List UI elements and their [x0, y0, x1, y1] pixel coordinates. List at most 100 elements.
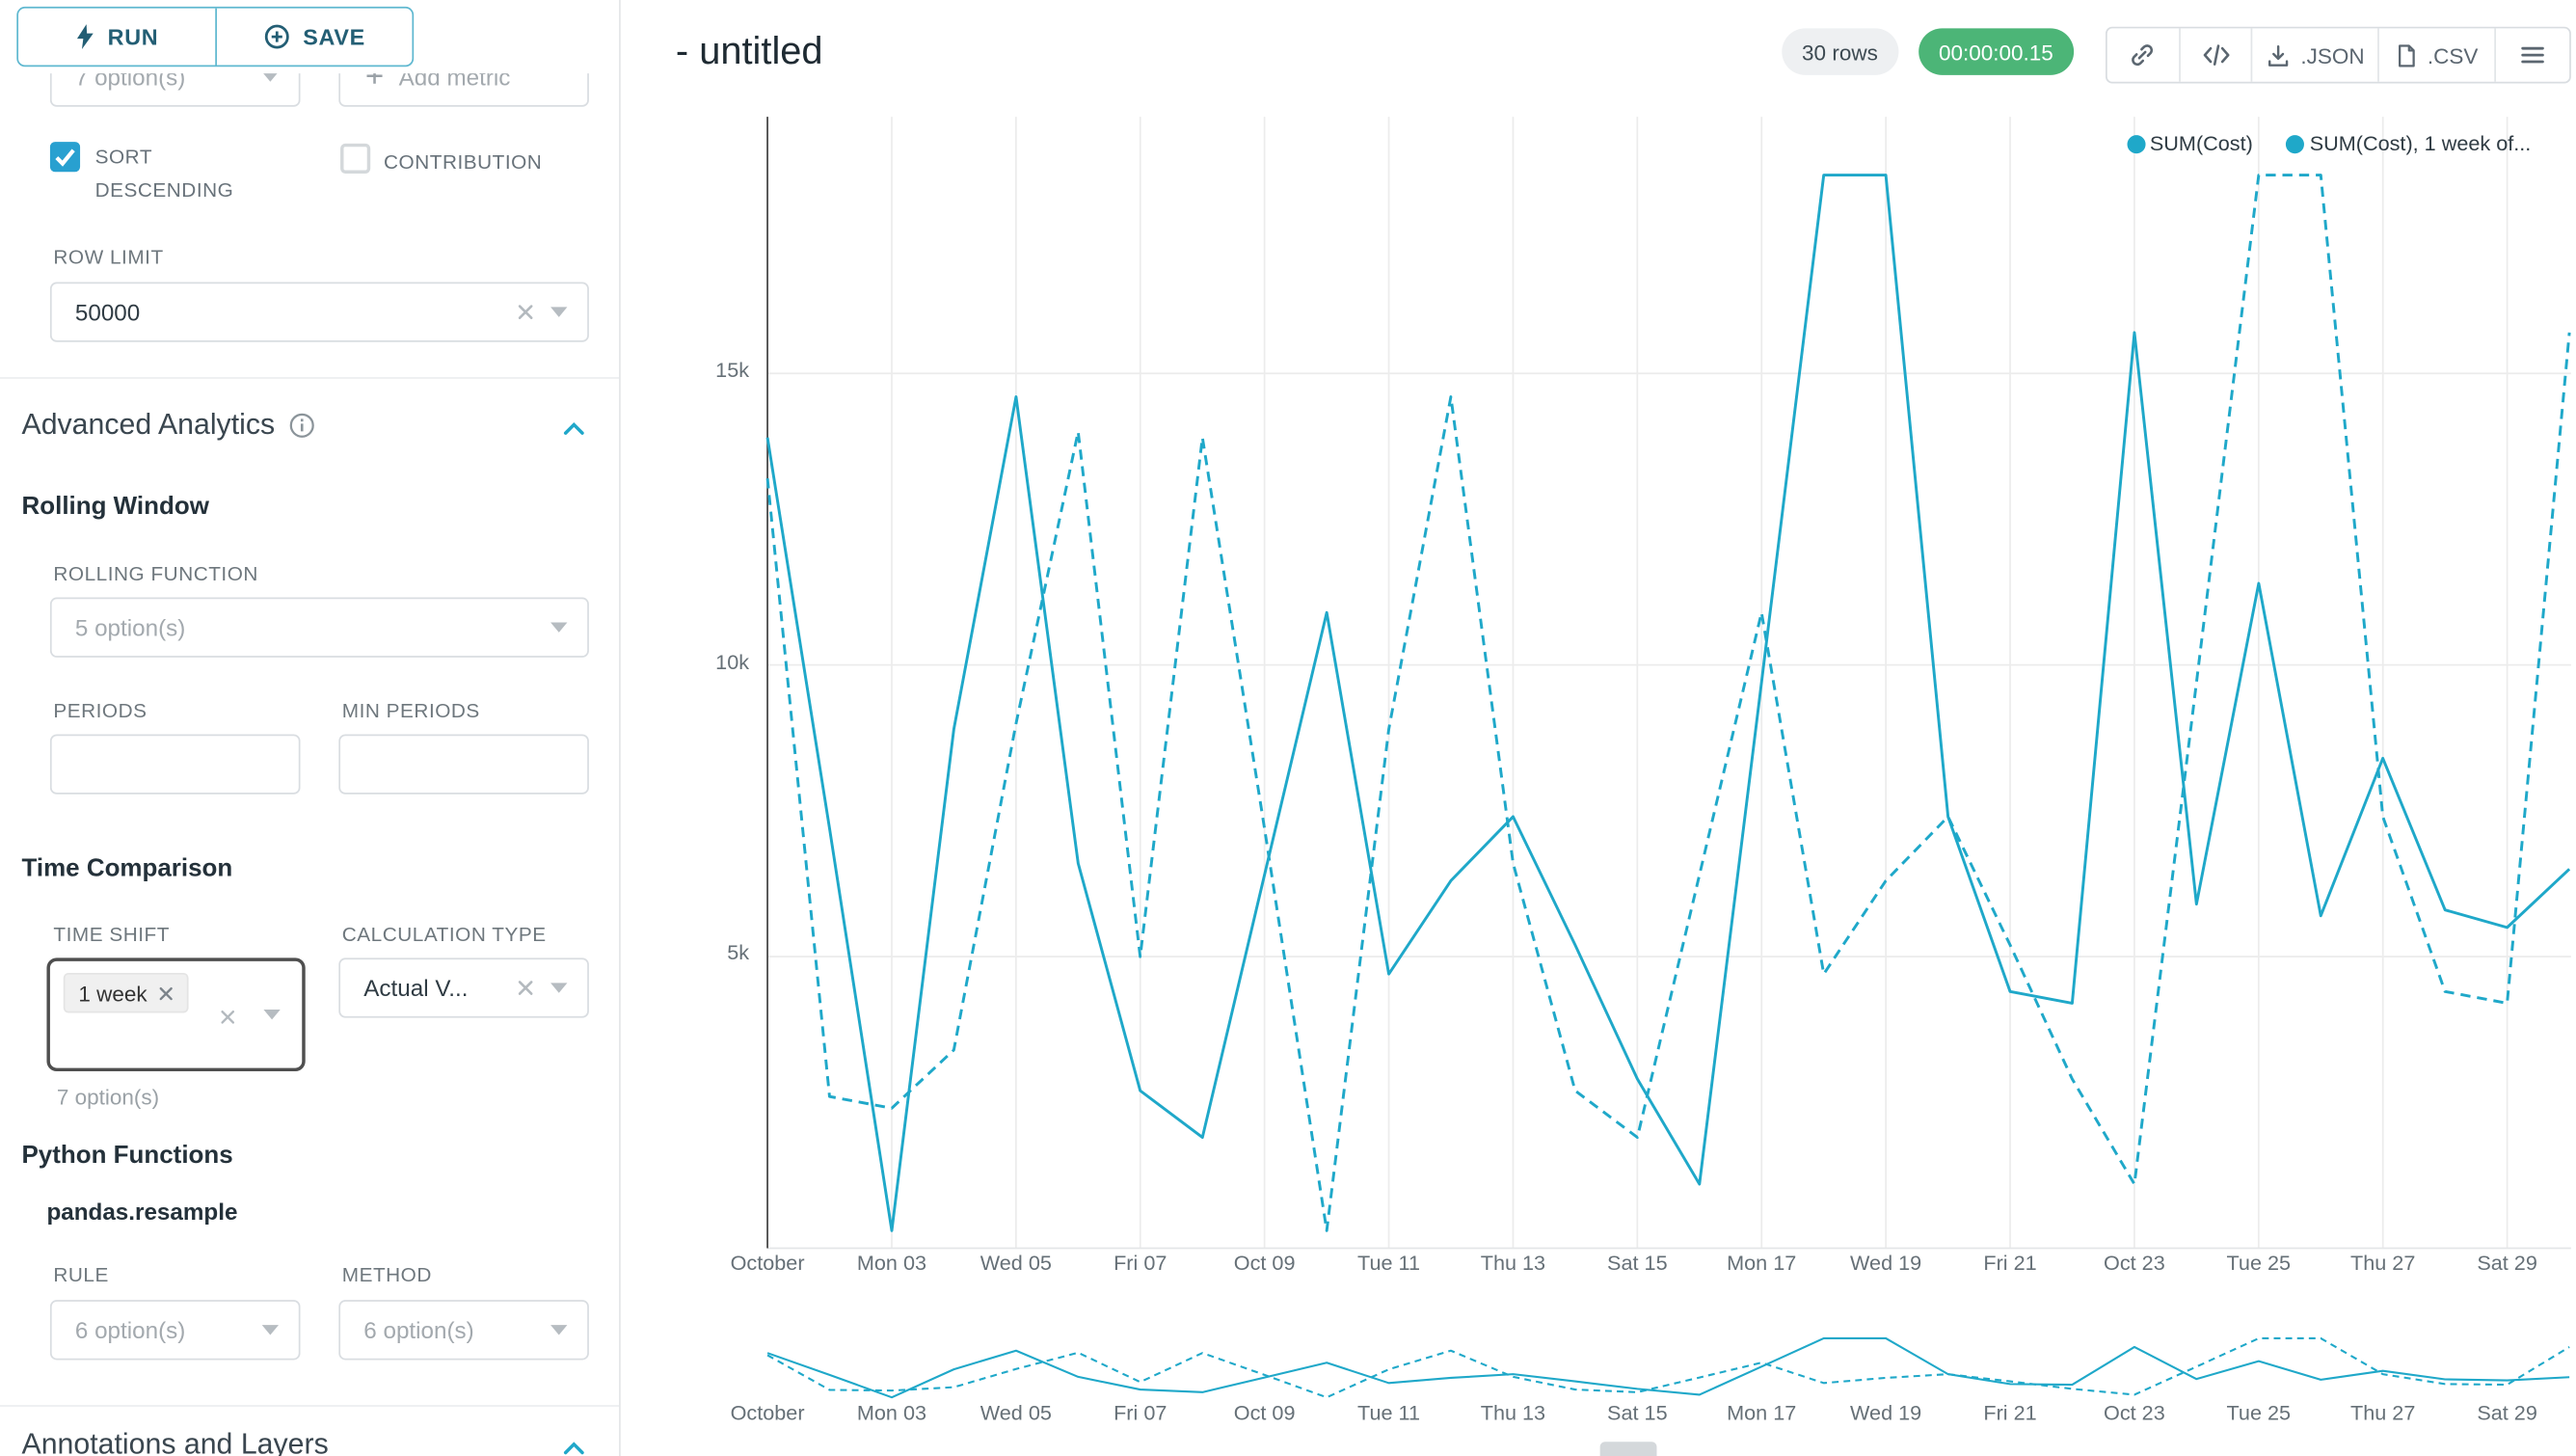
- rolling-function-label: ROLLING FUNCTION: [53, 562, 258, 586]
- run-button[interactable]: RUN: [18, 8, 217, 66]
- section-divider: [0, 377, 620, 379]
- action-bar: RUN SAVE: [0, 0, 620, 74]
- time-comparison-title: Time Comparison: [21, 854, 233, 883]
- x-tick-label: Tue 11: [1357, 1251, 1421, 1276]
- x-tick-label: Sat 15: [1607, 1251, 1668, 1276]
- x-tick-label: Thu 13: [1480, 1401, 1546, 1425]
- x-tick-label: Wed 05: [979, 1401, 1052, 1425]
- export-csv-button[interactable]: .CSV: [2379, 28, 2497, 82]
- panel-divider[interactable]: [619, 0, 621, 1456]
- clear-icon[interactable]: [514, 301, 537, 324]
- x-tick-label: October: [730, 1251, 805, 1276]
- run-label: RUN: [107, 24, 159, 50]
- plus-circle-icon: [264, 24, 288, 49]
- chart-panel: - untitled 30 rows 00:00:00.15 .JSON .CS…: [619, 0, 2576, 1456]
- save-label: SAVE: [303, 24, 365, 50]
- x-tick-label: Wed 05: [979, 1251, 1052, 1276]
- x-tick-label: Thu 27: [2350, 1251, 2416, 1276]
- page-title[interactable]: - untitled: [675, 28, 823, 72]
- collapse-chevron-icon[interactable]: [560, 1437, 587, 1456]
- x-tick-label: Tue 25: [2226, 1251, 2292, 1276]
- info-icon[interactable]: [288, 412, 315, 439]
- annotations-title: Annotations and Layers: [21, 1426, 329, 1456]
- menu-button[interactable]: [2497, 28, 2570, 81]
- download-icon: [2267, 44, 2289, 67]
- row-count-badge: 30 rows: [1782, 28, 1898, 75]
- time-shift-hint: 7 option(s): [56, 1084, 160, 1110]
- advanced-analytics-header[interactable]: Advanced Analytics: [21, 407, 314, 442]
- rolling-function-select[interactable]: 5 option(s): [49, 597, 589, 658]
- chevron-down-icon: [550, 983, 568, 993]
- legend-dot-icon: [2126, 134, 2145, 153]
- mini-x-axis-labels: October Mon 03 Wed 05 Fri 07 Oct 09 Tue 11 Thu…: [619, 1402, 2576, 1429]
- contribution-checkbox[interactable]: [340, 143, 371, 174]
- hamburger-icon: [2521, 46, 2545, 64]
- rolling-function-placeholder: 5 option(s): [74, 613, 186, 641]
- pandas-resample-label: pandas.resample: [46, 1198, 238, 1226]
- export-json-button[interactable]: .JSON: [2253, 28, 2379, 82]
- calculation-type-value: Actual V...: [363, 974, 469, 1002]
- min-periods-label: MIN PERIODS: [341, 699, 480, 723]
- chart-legend: SUM(Cost) SUM(Cost), 1 week of...: [2126, 131, 2531, 155]
- chevron-down-icon: [261, 1325, 280, 1335]
- time-shift-tag: 1 week: [63, 972, 189, 1013]
- min-periods-input[interactable]: [338, 734, 589, 795]
- legend-item[interactable]: SUM(Cost), 1 week of...: [2286, 132, 2531, 155]
- chevron-down-icon: [550, 307, 568, 317]
- embed-code-button[interactable]: [2180, 28, 2253, 82]
- x-tick-label: Fri 21: [1983, 1401, 2037, 1425]
- advanced-analytics-title: Advanced Analytics: [21, 407, 276, 441]
- series-line-solid: [766, 1336, 2570, 1399]
- share-link-button[interactable]: [2107, 28, 2181, 82]
- export-json-label: .JSON: [2300, 42, 2365, 68]
- annotations-header[interactable]: Annotations and Layers: [21, 1427, 328, 1456]
- x-tick-label: Mon 17: [1727, 1251, 1797, 1276]
- x-axis-labels: October Mon 03 Wed 05 Fri 07 Oct 09 Tue 11 Thu…: [619, 1252, 2576, 1279]
- row-limit-value: 50000: [74, 298, 141, 326]
- bottom-drag-handle[interactable]: [1599, 1442, 1657, 1456]
- legend-dot-icon: [2286, 134, 2305, 153]
- time-shift-label: TIME SHIFT: [53, 923, 170, 947]
- method-label: METHOD: [341, 1263, 432, 1287]
- legend-label: SUM(Cost): [2149, 131, 2253, 155]
- main-chart-canvas[interactable]: [759, 114, 2576, 1252]
- y-tick-label: 10k: [715, 650, 750, 674]
- sort-descending-label: SORT DESCENDING: [94, 145, 234, 202]
- method-placeholder: 6 option(s): [363, 1316, 474, 1344]
- x-tick-label: Oct 23: [2104, 1401, 2165, 1425]
- series-line-dashed: [765, 174, 2571, 1232]
- chevron-down-icon: [550, 622, 568, 633]
- method-select[interactable]: 6 option(s): [338, 1300, 589, 1361]
- sort-descending-checkbox[interactable]: [49, 142, 81, 173]
- check-icon: [55, 148, 75, 167]
- run-save-group: RUN SAVE: [16, 6, 415, 67]
- remove-tag-icon[interactable]: [159, 985, 174, 1001]
- rule-select[interactable]: 6 option(s): [49, 1300, 301, 1361]
- gridlines: [766, 117, 2571, 1249]
- save-button[interactable]: SAVE: [216, 9, 412, 66]
- row-limit-select[interactable]: 50000: [49, 282, 589, 342]
- time-shift-select[interactable]: 1 week: [46, 957, 306, 1072]
- series-line-solid: [765, 174, 2571, 1232]
- legend-label: SUM(Cost), 1 week of...: [2309, 131, 2532, 155]
- chevron-down-icon: [263, 1010, 281, 1020]
- query-timer-badge: 00:00:00.15: [1919, 28, 2074, 75]
- x-tick-label: Mon 17: [1727, 1401, 1797, 1425]
- section-divider: [0, 1405, 620, 1407]
- x-tick-label: Thu 27: [2350, 1401, 2416, 1425]
- x-tick-label: October: [730, 1401, 805, 1425]
- x-tick-label: Fri 07: [1114, 1401, 1167, 1425]
- clear-icon[interactable]: [514, 976, 537, 999]
- calculation-type-select[interactable]: Actual V...: [338, 957, 589, 1018]
- clear-icon[interactable]: [217, 1007, 238, 1028]
- series-line-dashed: [766, 1336, 2570, 1399]
- contribution-label: CONTRIBUTION: [384, 149, 543, 174]
- mini-chart-brush[interactable]: [759, 1332, 2576, 1402]
- x-tick-label: Fri 07: [1114, 1251, 1167, 1276]
- periods-input[interactable]: [49, 734, 301, 795]
- legend-item[interactable]: SUM(Cost): [2126, 131, 2253, 155]
- collapse-chevron-icon[interactable]: [560, 418, 587, 441]
- x-tick-label: Sat 15: [1607, 1401, 1668, 1425]
- x-tick-label: Oct 23: [2104, 1251, 2165, 1276]
